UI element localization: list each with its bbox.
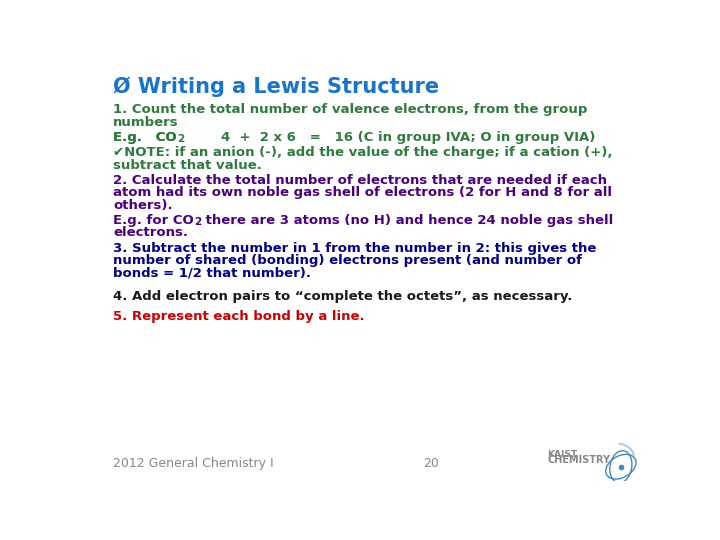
Text: bonds = 1/2 that number).: bonds = 1/2 that number).: [113, 267, 311, 280]
Text: number of shared (bonding) electrons present (and number of: number of shared (bonding) electrons pre…: [113, 254, 582, 267]
Text: Ø Writing a Lewis Structure: Ø Writing a Lewis Structure: [113, 76, 439, 97]
Text: 2: 2: [177, 134, 184, 144]
Text: 2. Calculate the total number of electrons that are needed if each: 2. Calculate the total number of electro…: [113, 174, 607, 187]
Text: CHEMISTRY: CHEMISTRY: [547, 455, 611, 465]
Text: there are 3 atoms (no H) and hence 24 noble gas shell: there are 3 atoms (no H) and hence 24 no…: [202, 214, 613, 227]
Text: ✔NOTE: if an anion (-), add the value of the charge; if a cation (+),: ✔NOTE: if an anion (-), add the value of…: [113, 146, 613, 159]
Text: E.g. for CO: E.g. for CO: [113, 214, 194, 227]
Text: KAIST: KAIST: [547, 450, 577, 459]
Text: 4. Add electron pairs to “complete the octets”, as necessary.: 4. Add electron pairs to “complete the o…: [113, 289, 572, 302]
Text: E.g.   CO: E.g. CO: [113, 131, 177, 144]
Text: 4  +  2 x 6   =   16 (C in group IVA; O in group VIA): 4 + 2 x 6 = 16 (C in group IVA; O in gro…: [184, 131, 595, 144]
Text: 2012 General Chemistry I: 2012 General Chemistry I: [113, 457, 274, 470]
Text: E.g.   CO: E.g. CO: [113, 131, 177, 144]
Text: 5. Represent each bond by a line.: 5. Represent each bond by a line.: [113, 309, 365, 323]
Text: 3. Subtract the number in 1 from the number in 2: this gives the: 3. Subtract the number in 1 from the num…: [113, 242, 597, 255]
Text: electrons.: electrons.: [113, 226, 188, 240]
Text: 2: 2: [194, 217, 202, 227]
Text: others).: others).: [113, 199, 173, 212]
Text: numbers: numbers: [113, 116, 179, 129]
Text: 20: 20: [423, 457, 439, 470]
Text: atom had its own noble gas shell of electrons (2 for H and 8 for all: atom had its own noble gas shell of elec…: [113, 186, 612, 199]
Text: subtract that value.: subtract that value.: [113, 159, 262, 172]
Text: 1. Count the total number of valence electrons, from the group: 1. Count the total number of valence ele…: [113, 103, 588, 116]
